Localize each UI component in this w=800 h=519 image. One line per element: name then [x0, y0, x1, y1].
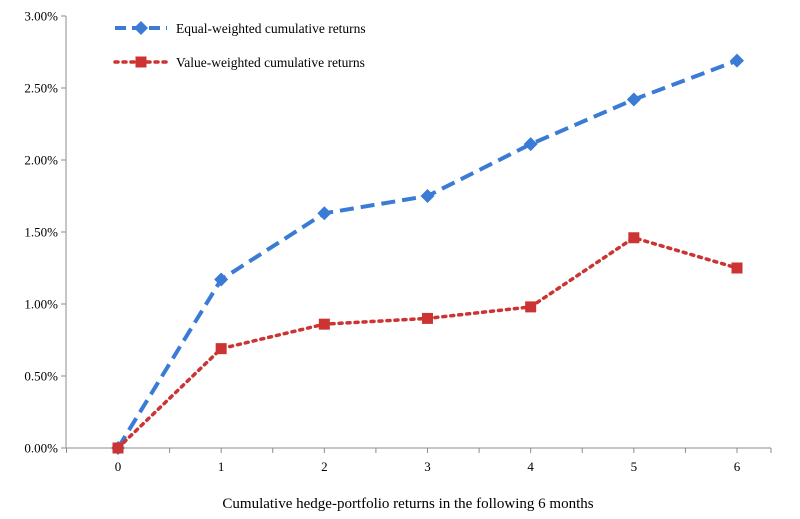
series-2 — [112, 232, 743, 454]
data-point — [112, 442, 124, 454]
x-tick-label: 6 — [734, 459, 741, 474]
y-tick-label: 0.00% — [24, 441, 58, 456]
legend-entry-2: Value-weighted cumulative returns — [113, 55, 365, 70]
legend-label: Equal-weighted cumulative returns — [176, 21, 366, 36]
y-axis-ticks: 0.00% 0.50% 1.00% 1.50% 2.00% 2.50% 3.00% — [24, 9, 66, 456]
data-point — [525, 301, 537, 313]
series-group — [111, 53, 744, 455]
y-tick-label: 3.00% — [24, 9, 58, 24]
data-point — [214, 272, 229, 287]
chart-axes — [65, 16, 771, 449]
data-point — [523, 137, 538, 152]
legend-marker — [135, 56, 147, 68]
data-point — [215, 343, 227, 355]
series-line — [116, 58, 738, 450]
y-tick-label: 2.00% — [24, 153, 58, 168]
legend-label: Value-weighted cumulative returns — [176, 55, 365, 70]
x-tick-label: 5 — [631, 459, 638, 474]
data-point — [422, 312, 433, 324]
data-point — [420, 189, 435, 203]
x-tick-label: 2 — [321, 459, 328, 474]
x-axis-label: Cumulative hedge-portfolio returns in th… — [222, 496, 593, 512]
x-tick-label: 4 — [527, 459, 534, 474]
y-tick-label: 0.50% — [24, 369, 58, 384]
data-point — [731, 262, 743, 274]
data-point — [730, 53, 744, 68]
x-tick-label: 1 — [218, 459, 225, 474]
data-point — [317, 206, 332, 221]
y-tick-label: 1.00% — [24, 297, 58, 312]
data-point — [628, 232, 640, 244]
x-axis-ticks: 0 1 2 3 4 5 6 — [66, 448, 772, 474]
series-1 — [111, 53, 744, 455]
data-point — [626, 92, 641, 107]
legend-entry-1: Equal-weighted cumulative returns — [115, 21, 366, 36]
y-tick-label: 1.50% — [24, 225, 58, 240]
series-line — [116, 236, 739, 450]
data-point — [318, 318, 330, 330]
y-tick-label: 2.50% — [24, 81, 58, 96]
x-tick-label: 3 — [424, 459, 431, 474]
legend: Equal-weighted cumulative returns Value-w… — [113, 21, 366, 70]
x-tick-label: 0 — [115, 459, 122, 474]
legend-marker — [134, 21, 148, 35]
